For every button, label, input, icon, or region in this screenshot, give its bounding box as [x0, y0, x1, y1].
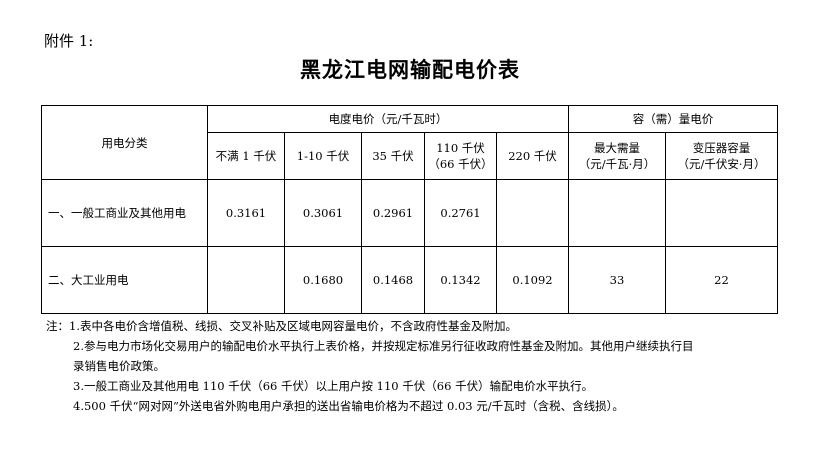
- table-cell: 0.1680: [284, 246, 362, 314]
- table-cell: 0.3061: [284, 179, 362, 247]
- voltage-header: 220 千伏: [496, 132, 569, 180]
- table-cell: 0.3161: [207, 179, 285, 247]
- capacity-header: 变压器容量 （元/千伏安·月）: [665, 132, 778, 180]
- category-header: 用电分类: [41, 105, 208, 180]
- table-cell: 0.2761: [424, 179, 497, 247]
- table-cell: [496, 179, 569, 247]
- notes: 注：1.表中各电价含增值税、线损、交叉补贴及区域电网容量电价，不含政府性基金及附…: [46, 316, 786, 416]
- table-row: 一、一般工商业及其他用电 0.3161 0.3061 0.2961 0.2761: [41, 179, 778, 247]
- table-row: 二、大工业用电 0.1680 0.1468 0.1342 0.1092 33 2…: [41, 246, 778, 314]
- row-category: 一、一般工商业及其他用电: [41, 179, 208, 247]
- capacity-header-unit: （元/千瓦·月）: [578, 157, 656, 171]
- energy-price-header: 电度电价（元/千瓦时）: [207, 105, 569, 133]
- document-title: 黑龙江电网输配电价表: [300, 57, 520, 82]
- table-cell: 0.1342: [424, 246, 497, 314]
- table-cell: 0.1092: [496, 246, 569, 314]
- table-cell: [207, 246, 285, 314]
- table-cell: 0.1468: [361, 246, 425, 314]
- capacity-price-header: 容（需）量电价: [568, 105, 778, 133]
- voltage-header: 110 千伏 （66 千伏）: [424, 132, 497, 180]
- note-item: 2.参与电力市场化交易用户的输配电价水平执行上表价格，并按规定标准另行征收政府性…: [73, 339, 694, 353]
- row-category: 二、大工业用电: [41, 246, 208, 314]
- note-item: 录销售电价政策。: [73, 359, 165, 373]
- table-cell: [568, 179, 666, 247]
- attachment-label: 附件 1:: [44, 32, 94, 50]
- voltage-header: 不满 1 千伏: [207, 132, 285, 180]
- voltage-header: 1-10 千伏: [284, 132, 362, 180]
- table-cell: [665, 179, 778, 247]
- capacity-header-line: 变压器容量: [692, 141, 751, 155]
- table-cell: 0.2961: [361, 179, 425, 247]
- capacity-header-line: 最大需量: [594, 141, 640, 155]
- note-item: 4.500 千伏“网对网”外送电省外购电用户承担的送出省输电价格为不超过 0.0…: [73, 399, 624, 413]
- capacity-header: 最大需量 （元/千瓦·月）: [568, 132, 666, 180]
- table-cell: 33: [568, 246, 666, 314]
- note-item: 3.一般工商业及其他用电 110 千伏（66 千伏）以上用户按 110 千伏（6…: [73, 379, 594, 393]
- table-cell: 22: [665, 246, 778, 314]
- price-table: 用电分类 电度电价（元/千瓦时） 容（需）量电价 不满 1 千伏 1-10 千伏…: [41, 105, 778, 314]
- voltage-header-sub: （66 千伏）: [428, 157, 493, 171]
- voltage-header: 35 千伏: [361, 132, 425, 180]
- note-item: 注：1.表中各电价含增值税、线损、交叉补贴及区域电网容量电价，不含政府性基金及附…: [46, 319, 517, 333]
- capacity-header-unit: （元/千伏安·月）: [677, 157, 766, 171]
- voltage-header-line: 110 千伏: [436, 141, 485, 155]
